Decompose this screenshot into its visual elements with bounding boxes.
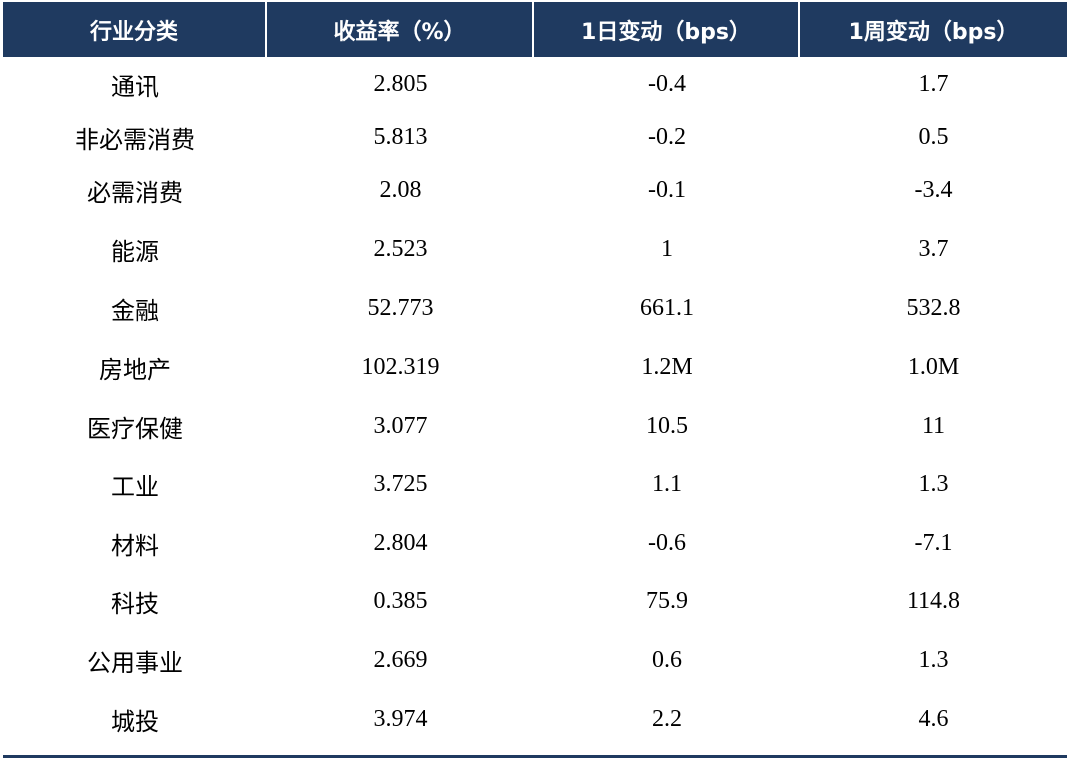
cell-1w-change: 1.3 bbox=[918, 647, 949, 673]
header-industry: 行业分类 bbox=[3, 2, 267, 57]
cell-1d-change: 10.5 bbox=[646, 412, 688, 439]
cell-yield: 3.974 bbox=[373, 706, 428, 732]
table-row: 科技 0.385 75.9 114.8 bbox=[3, 572, 1067, 631]
table-row: 医疗保健 3.077 10.5 11 bbox=[3, 397, 1067, 455]
cell-1w-change: 4.6 bbox=[918, 706, 949, 732]
table-row: 能源 2.523 1 3.7 bbox=[3, 218, 1067, 280]
table-bottom-rule bbox=[3, 755, 1067, 758]
cell-industry: 能源 bbox=[111, 237, 159, 266]
cell-industry: 必需消费 bbox=[87, 179, 183, 207]
cell-industry: 科技 bbox=[111, 590, 159, 618]
cell-yield: 2.669 bbox=[373, 647, 428, 673]
cell-1d-change: 1 bbox=[661, 235, 673, 262]
cell-yield: 0.385 bbox=[373, 588, 428, 614]
cell-yield: 3.725 bbox=[373, 471, 428, 497]
cell-industry: 城投 bbox=[111, 708, 159, 736]
cell-1d-change: 0.6 bbox=[652, 647, 682, 673]
table-row: 必需消费 2.08 -0.1 -3.4 bbox=[3, 163, 1067, 218]
cell-1w-change: 11 bbox=[921, 412, 946, 439]
table-row: 城投 3.974 2.2 4.6 bbox=[3, 690, 1067, 749]
cell-yield: 2.804 bbox=[373, 529, 428, 556]
cell-1w-change: 1.0M bbox=[907, 353, 960, 380]
cell-1w-change: -3.4 bbox=[914, 177, 953, 203]
table-header: 行业分类 收益率（%） 1日变动（bps） 1周变动（bps） bbox=[3, 2, 1067, 57]
cell-yield: 3.077 bbox=[373, 412, 428, 439]
cell-1w-change: 3.7 bbox=[918, 235, 949, 262]
table-row: 工业 3.725 1.1 1.3 bbox=[3, 455, 1067, 514]
cell-yield: 102.319 bbox=[361, 353, 440, 380]
cell-yield: 52.773 bbox=[367, 295, 434, 321]
cell-yield: 5.813 bbox=[373, 123, 428, 150]
cell-1w-change: 0.5 bbox=[918, 123, 949, 150]
table-row: 房地产 102.319 1.2M 1.0M bbox=[3, 337, 1067, 397]
cell-1w-change: 114.8 bbox=[906, 588, 961, 614]
header-yield: 收益率（%） bbox=[267, 2, 534, 57]
cell-1d-change: 1.2M bbox=[641, 353, 693, 380]
header-1d-change: 1日变动（bps） bbox=[534, 2, 800, 57]
header-1w-change: 1周变动（bps） bbox=[800, 2, 1067, 57]
cell-1d-change: -0.4 bbox=[648, 70, 686, 97]
cell-1w-change: 1.3 bbox=[918, 471, 949, 497]
cell-industry: 非必需消费 bbox=[75, 125, 195, 154]
cell-industry: 金融 bbox=[111, 297, 159, 325]
cell-yield: 2.08 bbox=[379, 177, 422, 203]
industry-yield-table-container: 行业分类 收益率（%） 1日变动（bps） 1周变动（bps） 通讯 2.805 -… bbox=[3, 2, 1067, 749]
cell-1d-change: -0.1 bbox=[648, 177, 686, 203]
cell-1d-change: 2.2 bbox=[652, 706, 682, 732]
header-row: 行业分类 收益率（%） 1日变动（bps） 1周变动（bps） bbox=[3, 2, 1067, 57]
cell-1w-change: -7.1 bbox=[914, 529, 953, 556]
cell-1d-change: -0.6 bbox=[648, 529, 686, 556]
table-row: 非必需消费 5.813 -0.2 0.5 bbox=[3, 111, 1067, 163]
table-body: 通讯 2.805 -0.4 1.7 非必需消费 5.813 -0.2 0.5 必需消费 2.08 -… bbox=[3, 57, 1067, 749]
table-row: 材料 2.804 -0.6 -7.1 bbox=[3, 514, 1067, 572]
cell-industry: 工业 bbox=[111, 473, 159, 501]
cell-1d-change: 661.1 bbox=[640, 295, 694, 321]
table-row: 金融 52.773 661.1 532.8 bbox=[3, 280, 1067, 337]
cell-1w-change: 1.7 bbox=[918, 70, 949, 97]
cell-1d-change: 75.9 bbox=[646, 588, 688, 614]
cell-1w-change: 532.8 bbox=[906, 295, 961, 321]
cell-industry: 材料 bbox=[111, 531, 159, 560]
cell-yield: 2.805 bbox=[373, 70, 428, 97]
cell-industry: 公用事业 bbox=[87, 649, 183, 677]
cell-industry: 房地产 bbox=[99, 355, 171, 384]
cell-1d-change: 1.1 bbox=[652, 471, 682, 497]
table-row: 通讯 2.805 -0.4 1.7 bbox=[3, 57, 1067, 111]
industry-yield-table: 行业分类 收益率（%） 1日变动（bps） 1周变动（bps） 通讯 2.805 -… bbox=[3, 2, 1067, 749]
cell-1d-change: -0.2 bbox=[648, 123, 686, 150]
cell-industry: 医疗保健 bbox=[87, 414, 183, 443]
cell-industry: 通讯 bbox=[111, 72, 159, 101]
cell-yield: 2.523 bbox=[373, 235, 428, 262]
table-row: 公用事业 2.669 0.6 1.3 bbox=[3, 631, 1067, 690]
